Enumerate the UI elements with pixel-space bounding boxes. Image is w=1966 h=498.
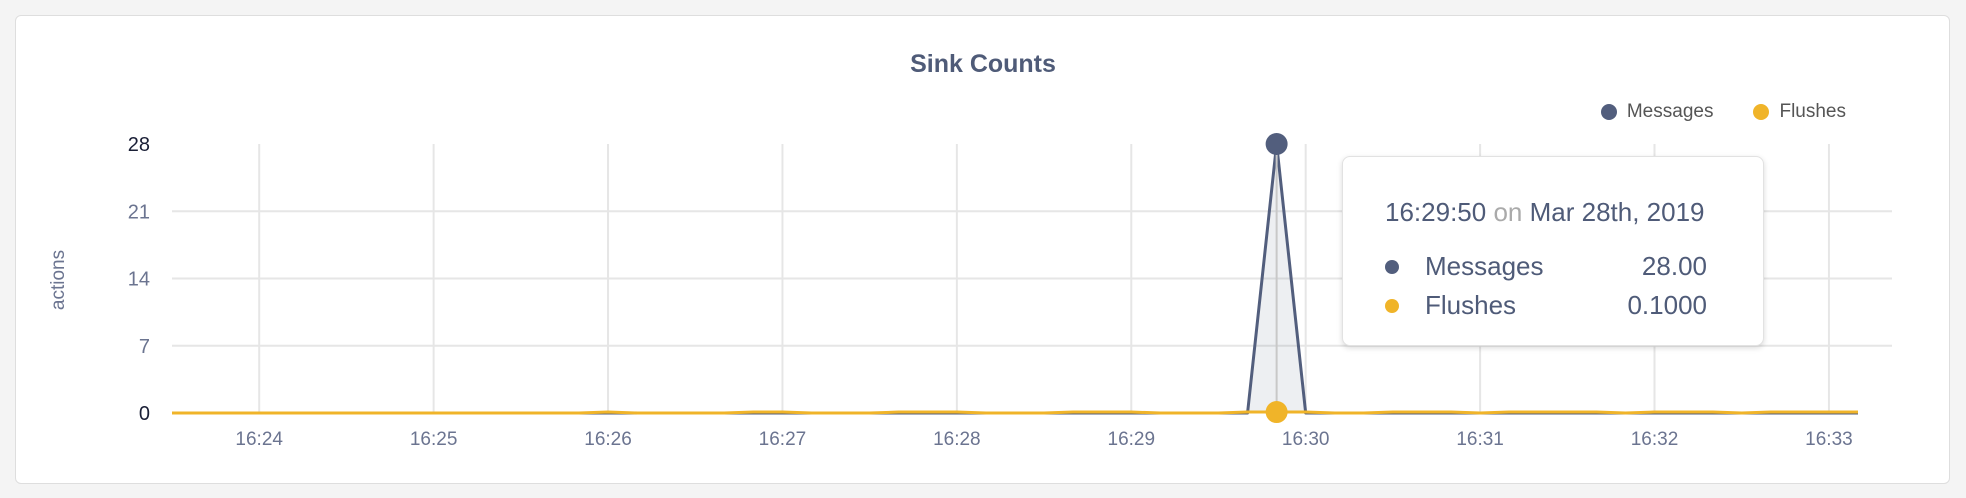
tooltip-date: Mar 28th, 2019 (1529, 197, 1705, 227)
x-tick-label: 16:24 (235, 429, 283, 450)
x-tick-label: 16:29 (1108, 429, 1156, 450)
legend: Messages Flushes (1600, 101, 1846, 123)
tooltip-series-name: Messages (1425, 251, 1544, 281)
tooltip: 16:29:50 on Mar 28th, 2019 Messages 28.0… (1342, 156, 1764, 346)
legend-label: Messages (1626, 101, 1714, 122)
x-tick-label: 16:32 (1631, 429, 1679, 450)
tooltip-value: 28.00 (1641, 251, 1707, 281)
legend-label: Flushes (1779, 101, 1846, 122)
legend-item-flushes[interactable]: Flushes (1753, 101, 1846, 123)
flushes-dot-icon (1753, 104, 1770, 120)
tooltip-time: 16:29:50 (1385, 197, 1487, 227)
flushes-line (172, 410, 1858, 415)
tooltip-header: 16:29:50 on Mar 28th, 2019 (1385, 197, 1705, 228)
messages-dot-icon (1600, 104, 1617, 120)
x-tick-label: 16:27 (759, 429, 807, 450)
messages-dot-icon (1385, 259, 1399, 274)
messages-point (1265, 133, 1288, 155)
x-tick-label: 16:26 (584, 429, 632, 450)
y-tick-label: 21 (128, 201, 150, 223)
x-tick-label: 16:33 (1805, 429, 1853, 450)
tooltip-series-name: Flushes (1425, 290, 1517, 320)
y-tick-label: 7 (139, 336, 150, 358)
tooltip-row-flushes: Flushes 0.1000 (1385, 290, 1707, 321)
x-tick-label: 16:25 (410, 429, 458, 450)
y-tick-label: 28 (128, 134, 150, 156)
x-tick-label: 16:31 (1456, 429, 1504, 450)
legend-item-messages[interactable]: Messages (1600, 101, 1714, 123)
flushes-point (1265, 401, 1288, 424)
tooltip-row-messages: Messages 28.00 (1385, 251, 1707, 282)
tooltip-value: 0.1000 (1627, 290, 1707, 320)
y-axis-label: actions (48, 250, 69, 310)
x-tick-label: 16:30 (1282, 429, 1330, 450)
tooltip-on: on (1493, 197, 1523, 227)
y-tick-label: 14 (128, 269, 150, 291)
y-tick-label: 0 (139, 403, 150, 425)
chart-title: Sink Counts (910, 50, 1056, 78)
flushes-dot-icon (1385, 298, 1399, 313)
x-tick-label: 16:28 (933, 429, 981, 450)
